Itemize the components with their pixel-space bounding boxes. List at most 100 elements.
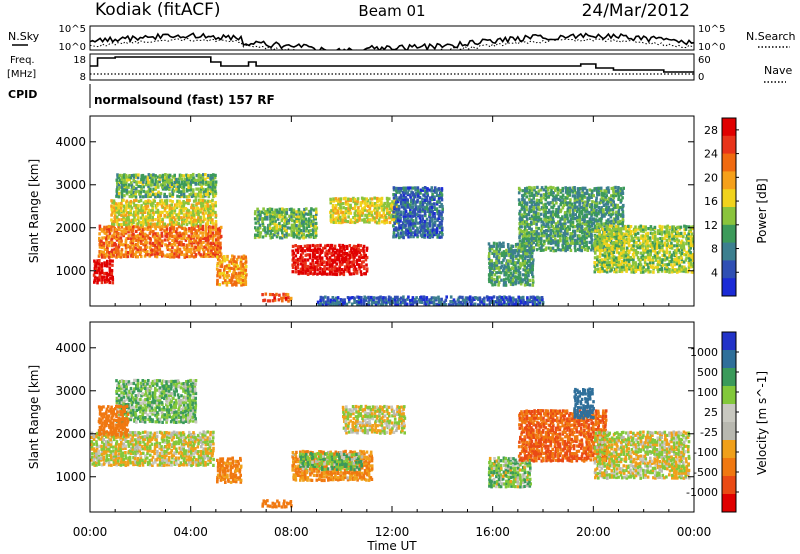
heatmap-cell [588, 240, 591, 244]
heatmap-cell [329, 218, 333, 222]
heatmap-cell [552, 227, 556, 231]
heatmap-cell [165, 185, 169, 189]
heatmap-cell [368, 213, 371, 218]
heatmap-cell [151, 218, 154, 222]
heatmap-cell [214, 180, 218, 184]
heatmap-cell [129, 201, 133, 206]
heatmap-cell [346, 220, 349, 224]
heatmap-cell [559, 208, 563, 212]
heatmap-cell [385, 300, 388, 304]
heatmap-cell [566, 191, 569, 195]
noise-strip: N.Sky 10^5 10^0 10^5 10^0 N.Search [8, 24, 796, 53]
heatmap-cell [127, 185, 130, 189]
heatmap-cell [353, 265, 356, 269]
heatmap-cell [608, 235, 612, 239]
heatmap-cell [677, 239, 681, 243]
heatmap-cell [311, 267, 314, 271]
heatmap-cell [596, 258, 599, 262]
heatmap-cell [374, 302, 378, 306]
heatmap-cell [583, 213, 587, 217]
heatmap-cell [433, 223, 436, 227]
heatmap-cell [228, 269, 231, 273]
heatmap-cell [160, 204, 164, 208]
heatmap-cell [667, 262, 671, 266]
heatmap-cell [325, 263, 329, 267]
heatmap-cell [142, 176, 145, 180]
heatmap-cell [581, 215, 585, 219]
heatmap-cell [307, 209, 311, 214]
heatmap-cell [617, 263, 620, 267]
heatmap-cell [564, 188, 568, 192]
heatmap-cell [230, 276, 233, 280]
heatmap-cell [343, 300, 346, 305]
heatmap-cell [612, 196, 616, 200]
heatmap-cell [384, 296, 387, 300]
heatmap-cell [510, 244, 513, 248]
heatmap-cell [528, 185, 531, 190]
heatmap-cell [125, 218, 128, 222]
heatmap-cell [578, 198, 582, 202]
heatmap-cell [293, 221, 296, 225]
heatmap-cell [618, 227, 621, 231]
heatmap-cell [158, 245, 161, 249]
heatmap-cell [600, 244, 604, 248]
heatmap-cell [412, 208, 415, 212]
heatmap-cell [103, 255, 107, 259]
heatmap-cell [304, 212, 308, 216]
heatmap-cell [531, 265, 534, 270]
heatmap-cell [321, 269, 325, 274]
heatmap-cell [337, 220, 341, 225]
heatmap-cell [566, 246, 570, 250]
heatmap-cell [278, 215, 281, 219]
heatmap-cell [402, 186, 406, 190]
heatmap-cell [337, 213, 340, 217]
heatmap-cell [302, 221, 305, 225]
heatmap-cell [556, 231, 560, 235]
heatmap-cell [662, 250, 666, 254]
heatmap-cell [547, 191, 551, 196]
heatmap-cell [234, 271, 238, 276]
heatmap-cell [195, 187, 198, 191]
heatmap-cell [177, 222, 180, 226]
heatmap-cell [156, 183, 159, 187]
heatmap-cell [496, 277, 499, 281]
heatmap-cell [549, 248, 553, 252]
heatmap-cell [304, 217, 308, 221]
heatmap-cell [644, 248, 647, 252]
heatmap-cell [518, 236, 521, 240]
heatmap-cell [426, 200, 430, 204]
heatmap-cell [508, 254, 511, 258]
heatmap-cell [593, 261, 596, 265]
heatmap-cell [103, 247, 107, 252]
heatmap-cell [338, 249, 341, 253]
heatmap-cell [116, 181, 119, 185]
heatmap-cell [545, 234, 549, 238]
heatmap-cell [592, 221, 596, 225]
heatmap-cell [544, 224, 548, 228]
heatmap-cell [615, 191, 618, 195]
heatmap-cell [337, 199, 340, 203]
heatmap-cell [613, 262, 616, 267]
heatmap-cell [214, 250, 217, 254]
heatmap-cell [304, 269, 307, 273]
heatmap-cell [600, 212, 604, 216]
heatmap-cell [647, 249, 650, 253]
heatmap-cell [97, 266, 101, 270]
heatmap-cell [122, 253, 126, 257]
heatmap-cell [117, 191, 121, 195]
heatmap-cell [518, 201, 522, 205]
heatmap-cell [685, 242, 688, 246]
heatmap-cell [530, 202, 534, 206]
heatmap-cell [635, 250, 638, 255]
heatmap-cell [649, 225, 653, 229]
heatmap-cell [319, 259, 323, 263]
heatmap-cell [537, 212, 540, 216]
heatmap-cell [117, 225, 120, 229]
heatmap-cell [137, 208, 141, 213]
heatmap-cell [98, 245, 102, 249]
heatmap-cell [154, 185, 158, 189]
heatmap-cell [294, 244, 297, 248]
heatmap-cell [119, 255, 123, 259]
heatmap-cell [144, 183, 148, 187]
heatmap-cell [218, 271, 222, 275]
